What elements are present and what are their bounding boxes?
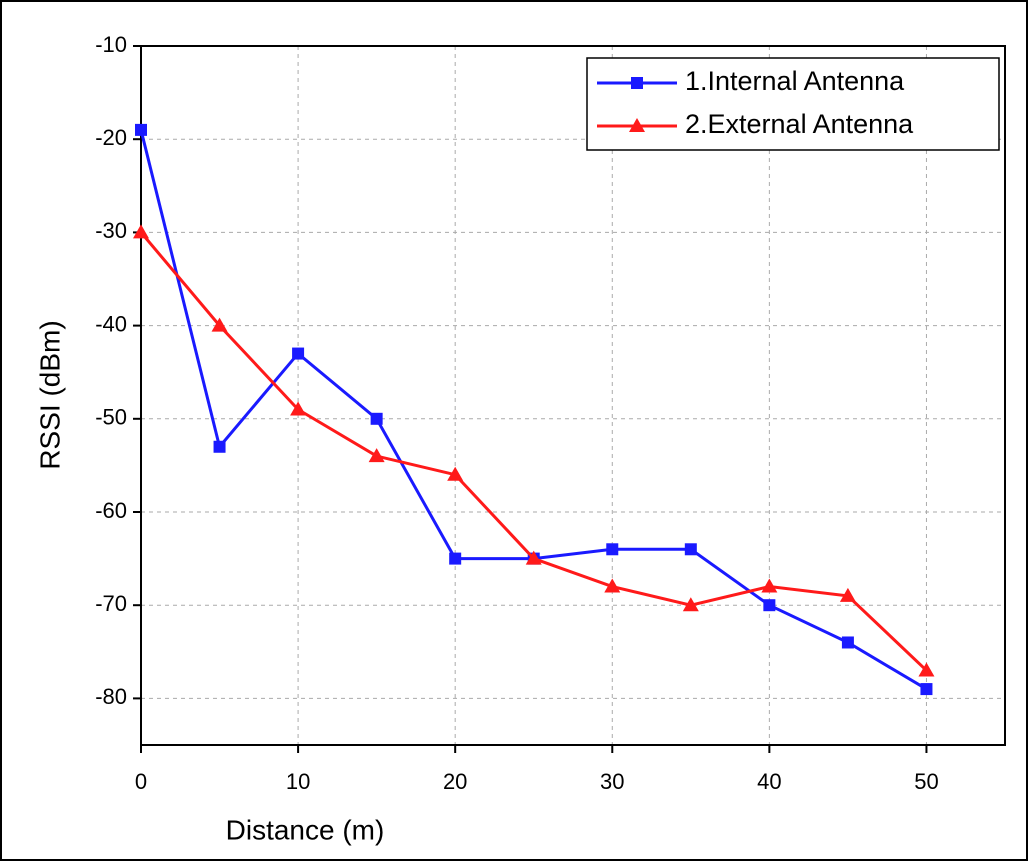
point	[918, 662, 935, 677]
y-tick-label: -10	[95, 32, 127, 57]
point	[292, 347, 305, 360]
point	[133, 224, 149, 239]
x-tick-label: 30	[600, 769, 624, 794]
x-tick-label: 10	[286, 769, 310, 794]
point	[606, 543, 619, 556]
legend-box	[586, 57, 1000, 151]
point	[449, 552, 462, 565]
point	[841, 636, 854, 649]
plot-frame	[140, 45, 1006, 746]
point	[447, 466, 464, 481]
point	[525, 550, 542, 565]
legend-label: 2.External Antenna	[685, 109, 914, 139]
point	[370, 412, 383, 425]
y-tick-label: -40	[95, 311, 127, 336]
point	[368, 448, 385, 463]
point	[631, 77, 643, 89]
point	[629, 118, 645, 132]
y-tick-label: -70	[95, 591, 127, 616]
point	[213, 440, 226, 453]
point	[761, 578, 778, 593]
point	[211, 317, 228, 332]
y-tick-label: -50	[95, 405, 127, 430]
x-tick-label: 50	[914, 769, 938, 794]
point	[839, 587, 856, 602]
x-axis-label: Distance (m)	[226, 814, 385, 845]
point	[684, 543, 697, 556]
y-tick-label: -20	[95, 125, 127, 150]
point	[763, 599, 776, 612]
x-tick-label: 0	[135, 769, 147, 794]
legend-label: 1.Internal Antenna	[685, 66, 905, 96]
point	[920, 683, 933, 696]
y-tick-label: -60	[95, 498, 127, 523]
point	[135, 123, 147, 136]
x-tick-label: 40	[757, 769, 781, 794]
x-tick-label: 20	[443, 769, 467, 794]
y-axis-label: RSSI (dBm)	[34, 320, 65, 469]
point	[290, 401, 307, 416]
y-tick-label: -80	[95, 684, 127, 709]
point	[604, 578, 621, 593]
point	[682, 597, 699, 612]
y-tick-label: -30	[95, 218, 127, 243]
